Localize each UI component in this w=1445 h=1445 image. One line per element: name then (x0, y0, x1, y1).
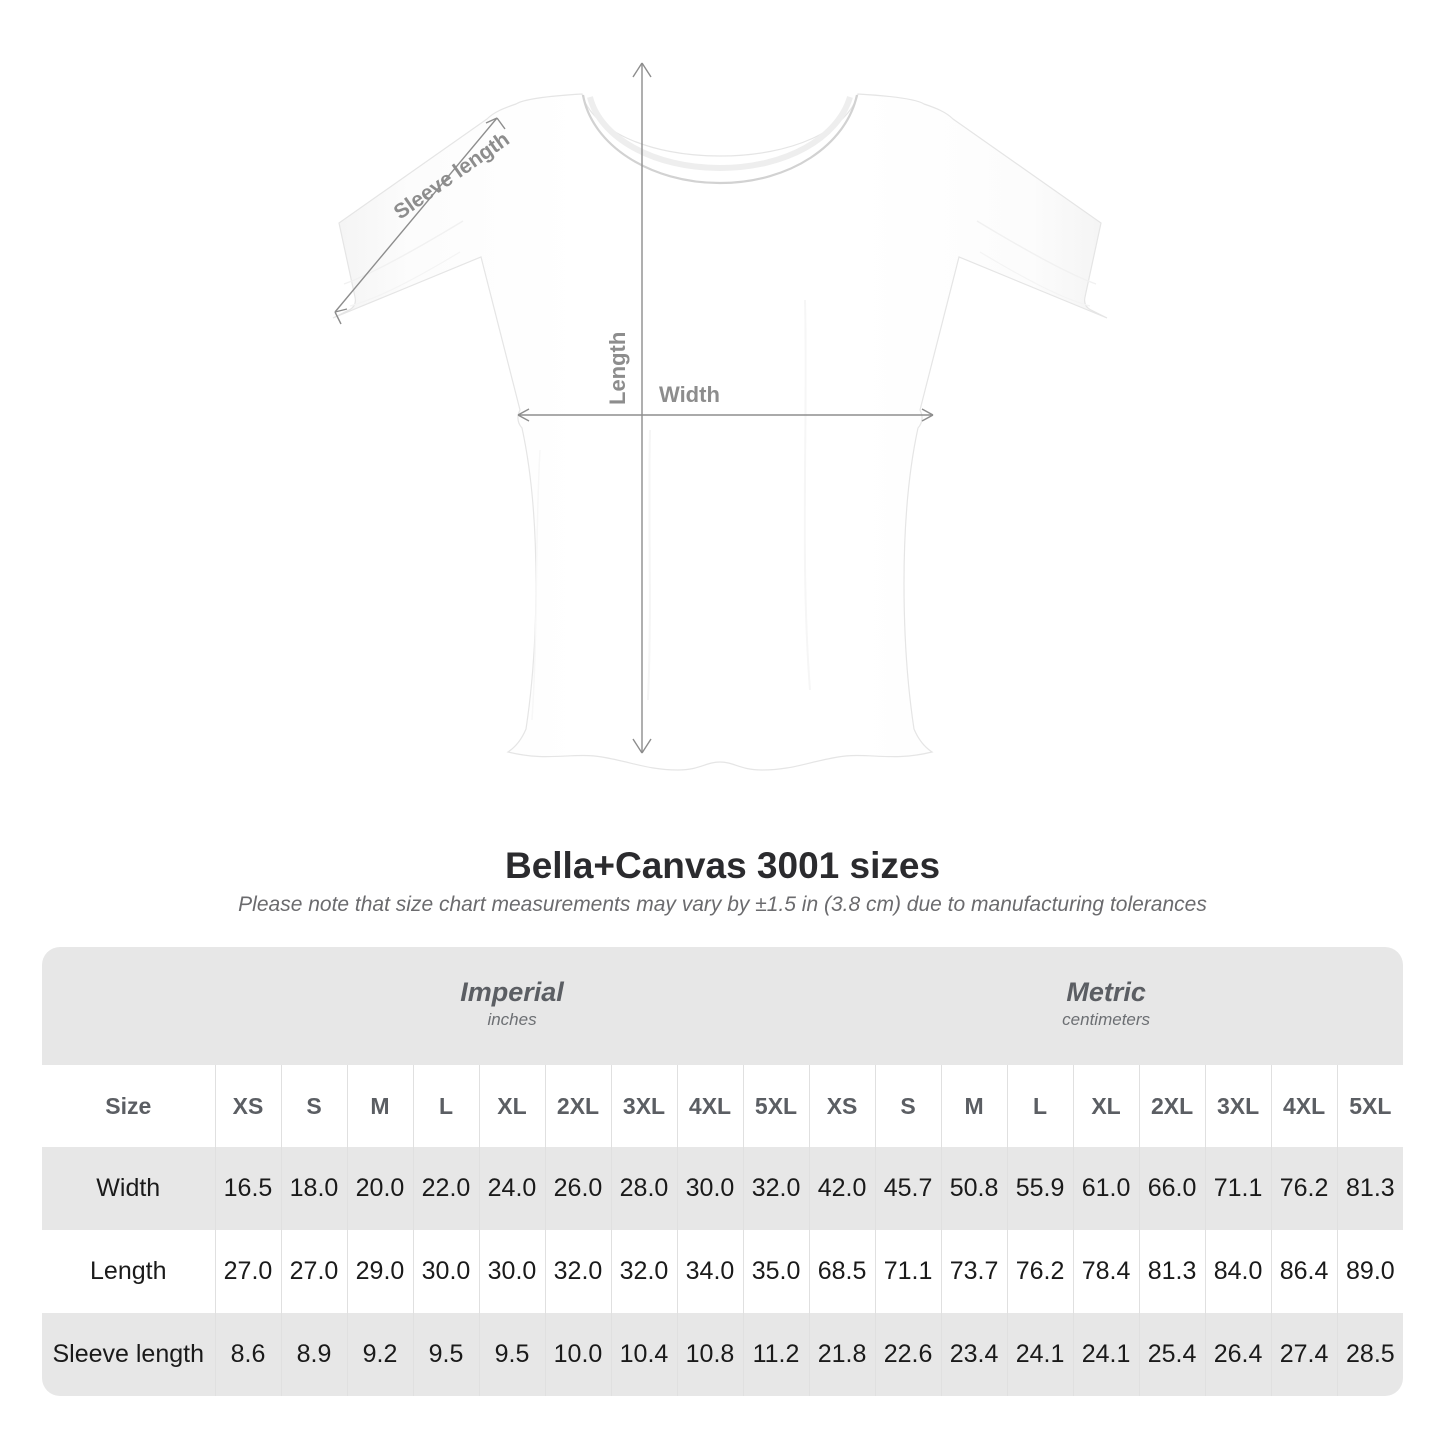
svg-text:Length: Length (605, 332, 630, 405)
svg-text:Width: Width (659, 382, 720, 407)
